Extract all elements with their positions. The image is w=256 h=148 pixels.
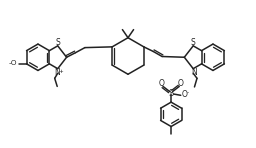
Text: S: S bbox=[168, 89, 174, 98]
Text: O: O bbox=[178, 79, 184, 88]
Text: S: S bbox=[55, 38, 60, 47]
Text: N: N bbox=[191, 68, 197, 77]
Text: -: - bbox=[186, 90, 189, 95]
Text: +: + bbox=[59, 69, 63, 74]
Text: O: O bbox=[181, 90, 187, 99]
Text: N: N bbox=[54, 68, 60, 77]
Text: -O: -O bbox=[9, 60, 17, 66]
Text: S: S bbox=[191, 38, 196, 47]
Text: O: O bbox=[158, 79, 164, 88]
